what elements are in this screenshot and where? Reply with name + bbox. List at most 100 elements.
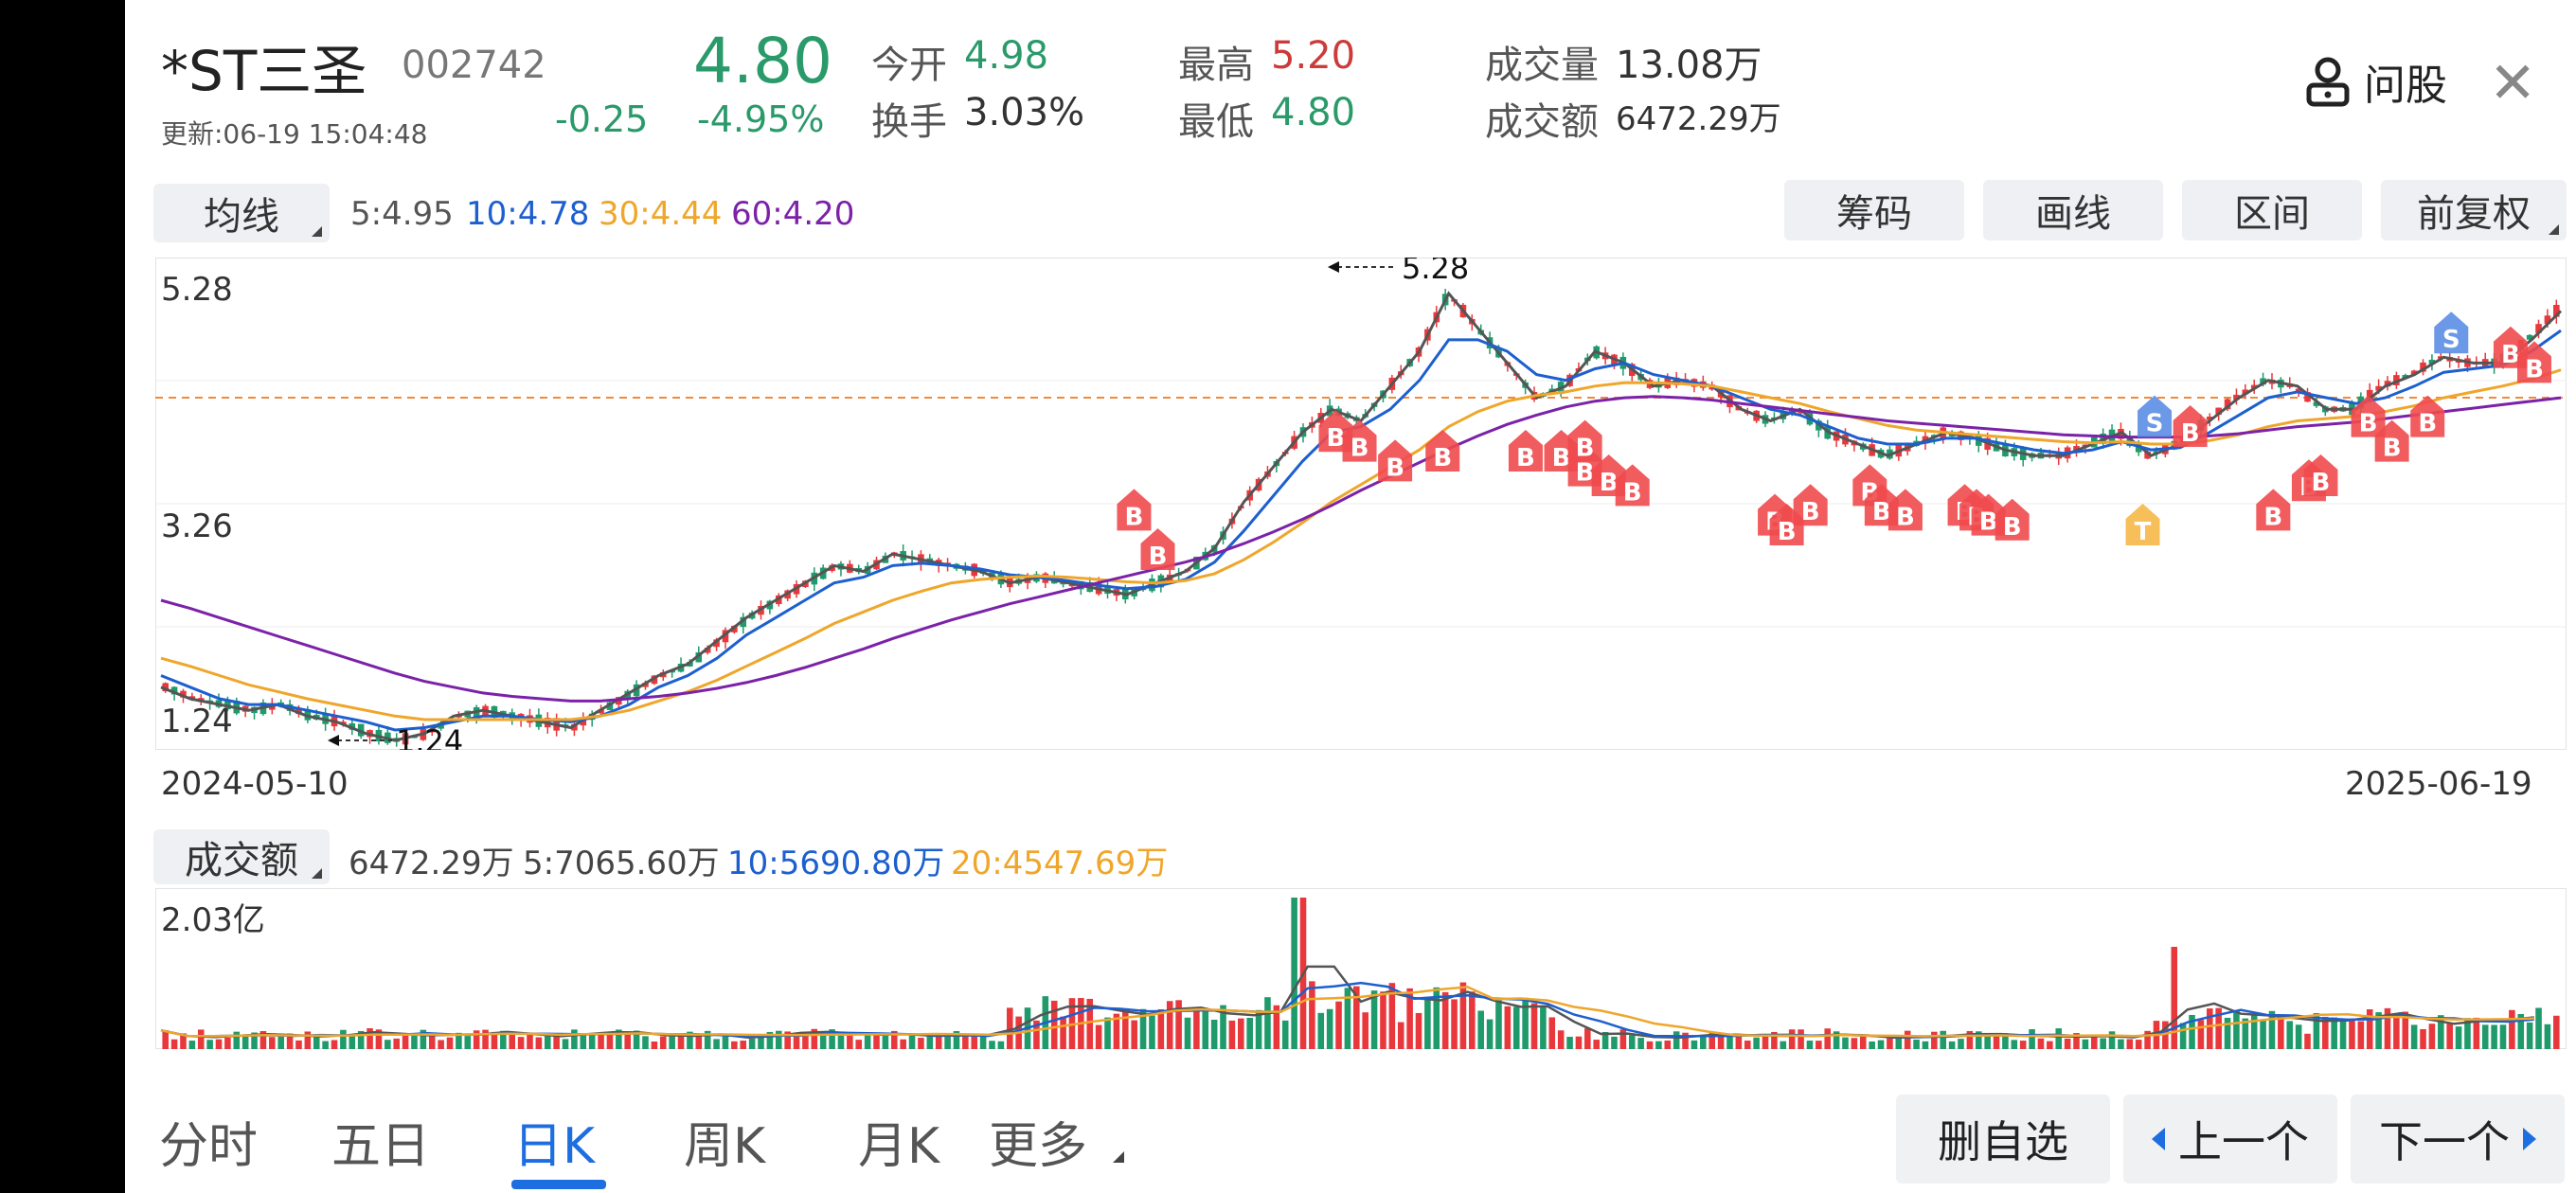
tab-daily-k[interactable]: 日K: [513, 1118, 596, 1175]
volume-bar: [1424, 998, 1431, 1049]
buy-signal-marker[interactable]: B: [1425, 430, 1460, 472]
volume-bar: [1451, 999, 1458, 1049]
volume-bar: [1798, 1029, 1804, 1049]
volume-frame: [155, 888, 2567, 1049]
next-stock-button[interactable]: 下一个: [2351, 1095, 2565, 1184]
volume-bar: [1682, 1032, 1689, 1049]
volume-bar: [1113, 1013, 1120, 1049]
volume-bar: [1228, 1020, 1236, 1049]
draw-line-button[interactable]: 画线: [1983, 180, 2163, 240]
volume-bar: [2553, 1015, 2560, 1049]
volume-bar: [651, 1041, 658, 1049]
ma60-value: 60:4.20: [731, 195, 855, 233]
volume-bar: [2499, 1024, 2507, 1049]
buy-signal-marker[interactable]: B: [2410, 395, 2445, 438]
ask-stock-button[interactable]: 问股: [2303, 51, 2447, 112]
volume-bar: [758, 1034, 764, 1049]
sell-signal-marker[interactable]: S: [2138, 395, 2173, 438]
volume-bar: [793, 1035, 800, 1049]
buy-signal-marker[interactable]: B: [2517, 341, 2551, 383]
buy-signal-marker[interactable]: B: [1140, 528, 1175, 571]
chips-button[interactable]: 筹码: [1784, 180, 1964, 240]
volume-bar: [2509, 1009, 2515, 1049]
volume-bar: [873, 1032, 880, 1049]
sell-signal-marker[interactable]: S: [2434, 312, 2469, 354]
buy-signal-marker[interactable]: B: [1793, 484, 1828, 526]
volume-bar: [224, 1037, 231, 1049]
volume-bar: [847, 1033, 853, 1049]
remove-watchlist-button[interactable]: 删自选: [1896, 1095, 2110, 1184]
max-label: 5.28: [1402, 258, 1469, 286]
kline-chart[interactable]: BBBBBBBBBBBBBBBBBBBBBBSTBBBBBBBSBB 5.28 …: [155, 258, 2567, 750]
range-button[interactable]: 区间: [2182, 180, 2362, 240]
active-tab-underline: [511, 1180, 606, 1189]
t-signal-marker[interactable]: T: [2125, 504, 2160, 546]
volume-chart[interactable]: [155, 888, 2567, 1049]
candles-layer: [162, 289, 2560, 750]
volume-bar: [251, 1032, 258, 1049]
volume-bar: [1584, 1028, 1591, 1049]
volume-bar: [1033, 1020, 1040, 1049]
volume-bar: [1415, 1012, 1422, 1049]
buy-signal-marker[interactable]: B: [1508, 430, 1543, 472]
tab-more-label: 更多: [989, 1118, 1088, 1175]
tab-weekly-k[interactable]: 周K: [684, 1118, 766, 1175]
volume-bar: [997, 1041, 1005, 1049]
volume-bar: [908, 1034, 916, 1049]
volume-bar: [979, 1033, 987, 1049]
buy-signal-marker[interactable]: B: [2303, 454, 2338, 497]
buy-signal-marker[interactable]: B: [1615, 464, 1650, 507]
volume-bar: [2295, 1024, 2302, 1049]
candle-body: [295, 708, 302, 715]
buy-signal-marker[interactable]: B: [2351, 395, 2386, 438]
candle-body: [2375, 385, 2382, 391]
volume-bar: [1060, 1016, 1066, 1049]
buy-signal-marker[interactable]: B: [2256, 489, 2291, 531]
y-axis-top-label: 5.28: [161, 271, 233, 309]
volume-bar: [1246, 1017, 1253, 1049]
volume-value: 13.08万: [1616, 44, 1762, 87]
candle-body: [2233, 394, 2240, 401]
volume-bar: [2047, 1041, 2053, 1049]
ma-lines-layer: [160, 291, 2563, 742]
close-icon[interactable]: ✕: [2489, 50, 2537, 116]
candle-body: [580, 718, 587, 726]
tab-intraday[interactable]: 分时: [159, 1118, 259, 1175]
volume-bar: [2375, 1012, 2382, 1049]
buy-signal-marker[interactable]: B: [1117, 489, 1152, 531]
volume-bar: [1895, 1035, 1903, 1049]
adjust-button[interactable]: 前复权: [2381, 180, 2567, 240]
volume-bar: [1477, 1010, 1484, 1049]
buy-signal-marker[interactable]: B: [1378, 439, 1413, 482]
volume-selector-button[interactable]: 成交额: [153, 829, 330, 884]
turnover-label: 换手: [871, 100, 947, 144]
buy-signal-marker[interactable]: B: [1995, 498, 2030, 542]
candle-body: [304, 708, 312, 721]
volume-bar: [1202, 1009, 1209, 1049]
volume-bar: [748, 1038, 756, 1049]
volume-bar: [1175, 1000, 1182, 1049]
candle-body: [2535, 324, 2542, 333]
volume-bar: [1522, 997, 1529, 1049]
ma10-line: [160, 329, 2562, 732]
tab-monthly-k[interactable]: 月K: [858, 1118, 940, 1175]
ma-selector-button[interactable]: 均线: [153, 184, 330, 242]
signal-letter: B: [2181, 419, 2200, 448]
volume-bar: [2011, 1040, 2018, 1049]
volume-bar: [420, 1029, 427, 1049]
volume-bar: [1824, 1028, 1832, 1049]
volume-bar: [1788, 1029, 1796, 1049]
prev-stock-button[interactable]: 上一个: [2123, 1095, 2337, 1184]
prev-stock-label: 上一个: [2178, 1116, 2309, 1167]
volume-bar: [971, 1034, 978, 1049]
buy-signal-marker[interactable]: B: [2374, 419, 2409, 463]
buy-signal-marker[interactable]: B: [1342, 419, 1377, 463]
buy-signal-marker[interactable]: B: [2173, 405, 2208, 448]
volume-bar: [811, 1028, 818, 1049]
buy-signal-marker[interactable]: B: [1887, 489, 1923, 531]
tab-more[interactable]: 更多: [989, 1106, 1124, 1177]
volume-bar: [687, 1031, 693, 1049]
buy-signal-marker[interactable]: B: [1567, 419, 1602, 463]
tab-five-day[interactable]: 五日: [331, 1118, 431, 1175]
volume-bar: [1495, 1000, 1502, 1049]
